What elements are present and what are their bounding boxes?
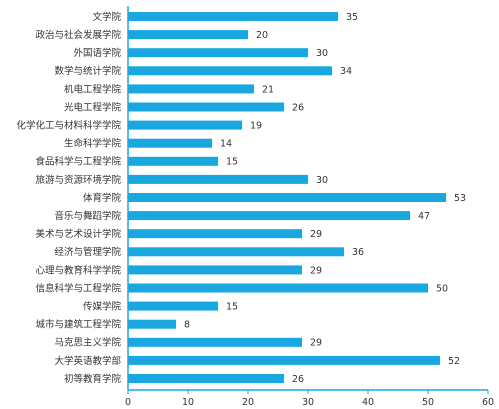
value-label: 30: [316, 175, 328, 186]
bar: [128, 355, 440, 365]
category-label: 体育学院: [83, 192, 122, 204]
category-label: 生命科学学院: [64, 138, 122, 150]
value-label: 21: [262, 84, 274, 95]
category-label: 外国语学院: [73, 47, 121, 59]
category-label: 大学英语教学部: [54, 355, 121, 367]
value-label: 29: [310, 265, 322, 276]
category-label: 信息科学与工程学院: [35, 282, 121, 294]
x-tick-label: 60: [482, 397, 494, 408]
category-label: 光电工程学院: [64, 101, 122, 113]
x-tick-label: 20: [242, 397, 254, 408]
bar: [128, 337, 302, 347]
value-label: 50: [436, 283, 448, 294]
value-label: 29: [310, 338, 322, 349]
value-label: 35: [346, 12, 358, 23]
value-label: 20: [256, 30, 268, 41]
category-label: 马克思主义学院: [54, 337, 121, 349]
value-label: 19: [250, 121, 262, 132]
value-label: 8: [184, 320, 190, 331]
bar: [128, 48, 308, 58]
category-label: 政治与社会发展学院: [35, 29, 121, 41]
category-label: 音乐与舞蹈学院: [54, 210, 121, 222]
value-label: 26: [292, 374, 304, 385]
bar: [128, 301, 218, 311]
category-label: 数学与统计学院: [54, 65, 121, 77]
category-label: 初等教育学院: [64, 373, 122, 385]
x-tick-label: 10: [182, 397, 194, 408]
value-label: 30: [316, 48, 328, 59]
bar: [128, 374, 284, 383]
bar: [128, 30, 248, 40]
value-label: 53: [454, 193, 466, 204]
category-label: 食品科学与工程学院: [35, 156, 121, 168]
bar: [128, 193, 446, 202]
category-label: 化学化工与材料科学学院: [16, 120, 121, 132]
bar: [128, 283, 428, 293]
bar: [128, 156, 218, 166]
x-tick-label: 0: [125, 397, 131, 408]
value-label: 47: [418, 211, 430, 222]
category-label: 文学院: [92, 11, 121, 23]
x-tick-label: 40: [362, 397, 374, 408]
category-label: 美术与艺术设计学院: [35, 228, 121, 240]
bar: [128, 120, 242, 130]
value-label: 34: [340, 66, 352, 77]
bar: [128, 174, 308, 184]
bar: [128, 247, 344, 257]
value-label: 15: [226, 157, 238, 168]
category-labels-group: 文学院政治与社会发展学院外国语学院数学与统计学院机电工程学院光电工程学院化学化工…: [16, 11, 121, 385]
value-label: 15: [226, 302, 238, 313]
category-label: 传媒学院: [83, 301, 122, 313]
value-label: 29: [310, 229, 322, 240]
category-label: 机电工程学院: [64, 83, 122, 95]
bar: [128, 211, 410, 221]
bar: [128, 138, 212, 148]
bar: [128, 66, 332, 76]
x-tick-label: 30: [302, 397, 314, 408]
bar: [128, 229, 302, 239]
value-labels-group: 35 20 30 34 21 26 19 14 15 30 53 47 29 36 29 50 15 8 29 52 2…: [184, 12, 466, 385]
bar: [128, 12, 338, 21]
value-label: 36: [352, 247, 364, 258]
bars-group: [128, 12, 446, 383]
category-label: 旅游与资源环境学院: [35, 174, 121, 186]
value-label: 26: [292, 102, 304, 113]
category-label: 心理与教育科学学院: [35, 264, 121, 276]
axes-group: 0 10 20 30 40 50 60: [125, 6, 494, 408]
x-tick-label: 50: [422, 397, 434, 408]
category-label: 城市与建筑工程学院: [35, 319, 121, 331]
bar: [128, 319, 176, 329]
value-label: 52: [448, 356, 460, 367]
bar: [128, 84, 254, 94]
bar: [128, 265, 302, 275]
value-label: 14: [220, 139, 232, 150]
category-label: 经济与管理学院: [54, 246, 121, 258]
bar: [128, 102, 284, 112]
